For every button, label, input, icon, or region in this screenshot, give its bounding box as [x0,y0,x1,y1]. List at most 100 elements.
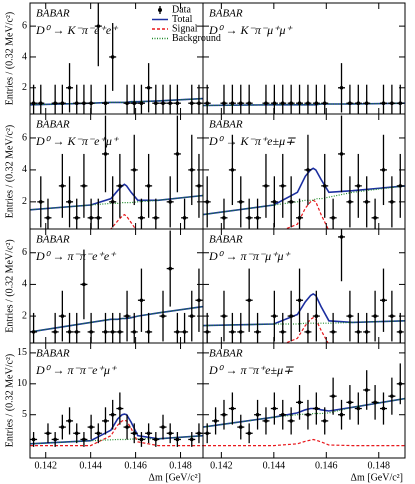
data-point [339,85,344,90]
panel [30,3,203,114]
data-point [247,216,251,220]
data-point [175,330,180,334]
data-point [289,200,293,204]
data-point [38,200,43,204]
data-point [103,101,108,106]
data-point [132,101,137,106]
data-point [189,168,194,172]
data-point [306,168,310,172]
data-point [74,101,79,106]
x-tick-label: 0.144 [263,460,286,471]
data-point [139,298,144,303]
data-point [96,431,101,436]
data-point [280,101,285,106]
total-curve [203,167,405,216]
data-point [154,437,158,442]
data-point [161,425,165,429]
data-point [189,314,194,318]
data-point [289,314,293,318]
data-point [306,101,310,106]
data-point [247,298,251,303]
data-point [272,101,277,106]
data-point [189,101,194,106]
data-point [53,437,57,442]
data-point [31,330,36,334]
data-point [67,330,72,334]
total-curve [203,292,405,327]
decay-label: D⁰ → K⁻π⁻e⁺e⁺ [35,23,119,37]
data-point [175,101,180,106]
data-point [67,419,72,423]
data-point [390,314,394,318]
y-tick-label: 2 [22,310,27,321]
data-point [398,184,403,188]
x-axis-label: Δm [GeV/c²] [149,472,201,483]
data-point [60,314,65,318]
panel [203,63,405,114]
data-point [339,152,344,156]
y-axis-label: Entries / (0.32 MeV/c²) [4,354,15,448]
data-point [205,330,209,334]
background-curve [203,320,405,327]
data-point [373,216,377,220]
data-point [110,55,115,59]
data-point [168,266,172,271]
data-point [264,184,268,188]
data-point [118,406,122,411]
data-point [230,101,235,106]
experiment-label: BABAR [36,119,70,131]
panel-frame [202,342,406,459]
data-point [381,168,386,172]
y-tick-label: 4 [22,164,27,175]
data-point [125,101,129,106]
decay-label: D⁰ → π⁻π⁻μ⁺μ⁺ [208,249,292,263]
data-point [46,216,50,220]
data-point [146,85,151,90]
signal-curve [203,438,405,447]
data-point [306,330,310,334]
data-point [331,394,335,398]
y-axis-label: Entries / (0.32 MeV/c²) [4,239,15,333]
panel-frame [202,2,406,115]
experiment-label: BABAR [36,348,70,360]
legend-label: Data [172,4,191,15]
data-point [348,200,352,204]
data-point [139,101,144,106]
legend-label: Signal [172,23,198,34]
data-point [60,425,65,429]
data-point [230,330,235,334]
data-point [132,330,137,334]
data-point [82,282,86,287]
data-point [222,101,226,106]
y-tick-label: 6 [22,247,27,258]
data-point [103,419,108,423]
data-point [103,152,108,156]
data-point [238,101,243,106]
data-point [89,101,93,106]
data-point [205,101,209,106]
data-point [222,216,226,220]
data-point [74,216,79,220]
data-point [390,200,394,204]
data-point [381,101,386,106]
data-point [168,200,172,204]
data-point [381,406,386,411]
data-point [322,184,327,188]
data-point [197,298,201,303]
data-point [264,101,268,106]
data-point [175,437,180,442]
data-point [139,437,144,442]
data-point [118,184,122,188]
data-point [89,216,93,220]
data-point [67,85,72,90]
data-point [373,314,377,318]
signal-curve [284,316,329,343]
data-point [264,419,268,423]
data-point [247,101,251,106]
panel [30,115,203,229]
data-point [297,298,302,303]
data-point [125,425,129,429]
data-point [331,330,335,334]
y-axis-label: Entries / (0.32 MeV/c²) [4,12,15,106]
